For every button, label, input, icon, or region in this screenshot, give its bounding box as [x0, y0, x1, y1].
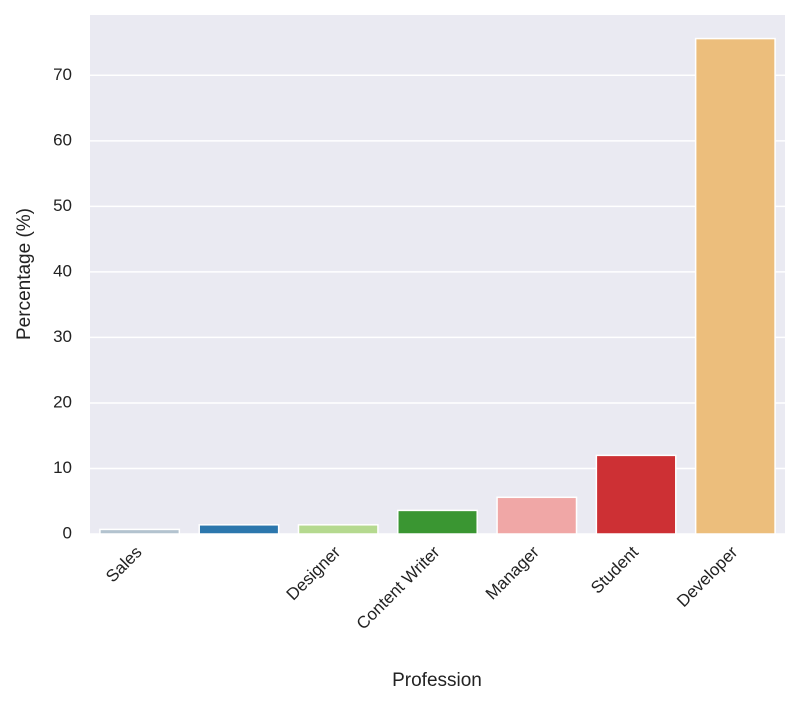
y-axis-label: Percentage (%) [14, 208, 35, 340]
bar [99, 528, 181, 535]
bar [198, 524, 280, 535]
bar [297, 524, 379, 535]
y-tick-label: 40 [53, 261, 72, 280]
x-axis-label: Profession [392, 670, 482, 691]
y-tick-label: 10 [53, 458, 72, 477]
x-tick-label: Manager [482, 542, 543, 603]
y-tick-label: 60 [53, 130, 72, 149]
bar [496, 496, 578, 535]
x-tick-label: Designer [283, 542, 345, 604]
x-tick-label: Sales [102, 543, 146, 587]
bar [397, 509, 478, 535]
x-tick-label: Student [587, 542, 642, 597]
x-tick-label: Content Writer [353, 542, 444, 633]
y-tick-label: 50 [53, 196, 72, 215]
y-tick-label: 30 [53, 327, 72, 346]
plot-area [90, 15, 785, 534]
x-tick-label: Developer [673, 542, 741, 610]
y-tick-label: 0 [63, 523, 72, 542]
bar [595, 454, 677, 535]
y-tick-label: 70 [53, 65, 72, 84]
y-tick-label: 20 [53, 392, 72, 411]
bar [694, 37, 776, 535]
